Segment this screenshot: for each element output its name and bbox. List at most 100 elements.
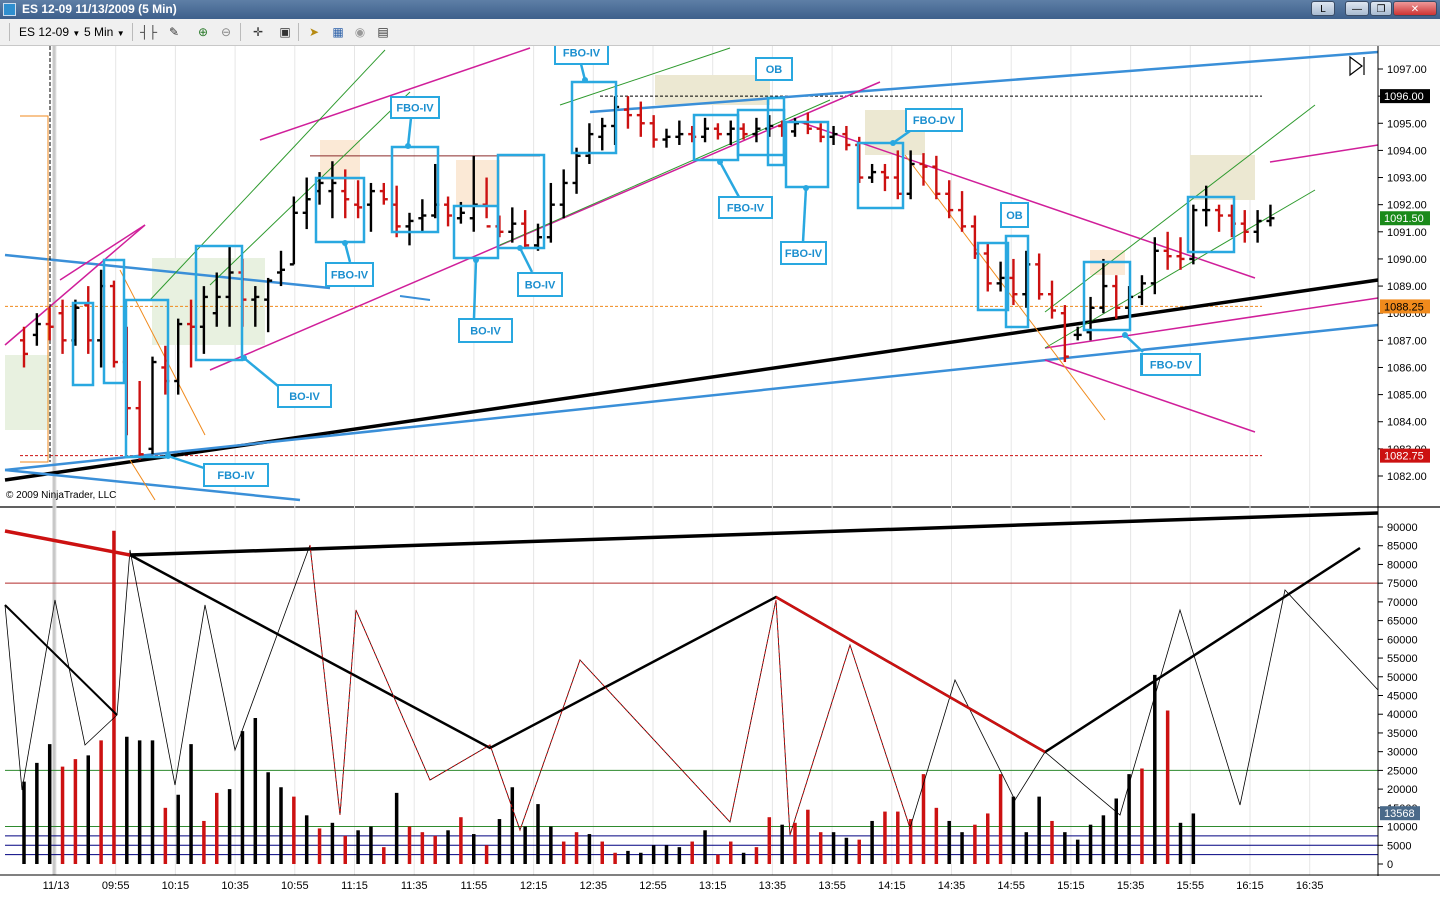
annotation-label-text: FBO-IV	[331, 270, 369, 282]
bar-style-icon[interactable]: ┤├	[140, 25, 158, 39]
toolbar-separator	[298, 23, 299, 41]
y-tick-label: 70000	[1387, 597, 1418, 609]
y-tick-label: 1092.00	[1387, 200, 1427, 212]
session-range-line	[20, 115, 49, 463]
ohlc-bar	[868, 163, 877, 183]
arrow-head	[890, 140, 896, 146]
restore-button[interactable]: ❐	[1370, 1, 1392, 16]
y-tick-label: 80000	[1387, 559, 1418, 571]
ohlc-bar	[251, 286, 260, 327]
minimize-button[interactable]: —	[1345, 1, 1369, 16]
magenta-line-8	[1269, 144, 1379, 163]
arrow-head	[1122, 332, 1128, 338]
annotation-label: OB	[755, 57, 793, 81]
annotation-box	[124, 298, 170, 459]
green-channel-2	[209, 91, 411, 286]
blue-segment	[399, 295, 431, 301]
y-tick-label: 0	[1387, 859, 1393, 871]
ohlc-bar	[45, 307, 54, 341]
app-icon	[3, 3, 16, 16]
annotation-label-text: FBO-IV	[563, 48, 601, 60]
volume-trend-line	[129, 511, 1379, 557]
ohlc-bar	[1163, 231, 1172, 270]
annotation-box	[856, 141, 905, 210]
link-button[interactable]: L	[1311, 1, 1335, 16]
annotation-box	[314, 176, 366, 244]
chart-trader-icon[interactable]: ▦	[332, 25, 344, 39]
properties-icon[interactable]: ▣	[279, 25, 291, 39]
y-tick-label: 20000	[1387, 784, 1418, 796]
y-tick-label: 10000	[1387, 822, 1418, 834]
close-button[interactable]: ✕	[1393, 1, 1437, 16]
instrument-selector[interactable]: ES 12-09 ▼	[19, 24, 80, 40]
ohlc-bar	[1073, 326, 1082, 341]
ohlc-bar	[945, 180, 954, 219]
ohlc-bar	[1099, 258, 1108, 314]
x-tick-label: 15:15	[1057, 880, 1085, 892]
ohlc-bar	[212, 272, 221, 327]
y-tick-label: 25000	[1387, 765, 1418, 777]
zoom-in-icon[interactable]: ⊕	[197, 25, 209, 39]
annotation-boxes: FBO-IV OB FBO-IV FBO-DV OB FBO-IV BO-IV BO-IV FB…	[71, 46, 1365, 487]
annotation-label-box	[755, 57, 793, 81]
annotation-label-text: BO-IV	[525, 280, 556, 292]
magenta-line-5	[799, 121, 1256, 279]
y-tick-label: 35000	[1387, 728, 1418, 740]
arrow-shaft	[892, 129, 911, 145]
ohlc-bar	[148, 356, 157, 455]
ohlc-bar	[932, 155, 941, 200]
ohlc-bar	[534, 223, 542, 251]
ohlc-bar	[803, 112, 812, 135]
ohlc-bar	[1202, 185, 1211, 227]
ohlc-bar	[842, 125, 851, 151]
ohlc-bar	[264, 277, 273, 333]
arrow-head	[165, 453, 171, 459]
y-tick-label: 30000	[1387, 747, 1418, 759]
y-tick-label: 1093.00	[1387, 173, 1427, 185]
ohlc-bar	[1266, 204, 1275, 227]
ohlc-bar	[880, 163, 889, 192]
annotation-arrow	[472, 257, 479, 319]
chart-area[interactable]: FBO-IV OB FBO-IV FBO-DV OB FBO-IV BO-IV BO-IV FB…	[0, 46, 1440, 900]
annotation-box	[766, 96, 786, 167]
price-marker	[1380, 448, 1430, 463]
annotation-label: BO-IV	[277, 384, 332, 408]
green-channel-6	[1044, 104, 1316, 313]
annotation-label-box	[718, 196, 773, 219]
orders-icon[interactable]: ◉	[354, 25, 366, 39]
y-tick-label: 1084.00	[1387, 417, 1427, 429]
crosshair-icon[interactable]: ✛	[252, 25, 264, 39]
y-tick-label: 85000	[1387, 541, 1418, 553]
y-tick-label: 1087.00	[1387, 335, 1427, 347]
period-selector[interactable]: 5 Min ▼	[84, 24, 125, 40]
ohlc-bar	[739, 123, 748, 140]
zigzag-thin-black	[4, 544, 1379, 836]
ohlc-bar	[1137, 275, 1146, 306]
ohlc-bar	[726, 120, 735, 145]
scroll-to-end-icon	[1349, 55, 1365, 77]
pencil-icon[interactable]: ✎	[168, 25, 180, 39]
annotation-label-box	[1141, 353, 1201, 376]
ohlc-bar	[649, 115, 658, 148]
ohlc-bar	[135, 381, 144, 460]
arrow-shaft	[801, 187, 808, 243]
annotation-box	[1082, 260, 1132, 332]
ohlc-bar	[1215, 204, 1224, 232]
x-tick-label: 14:15	[878, 880, 906, 892]
trend-lines	[4, 46, 1379, 502]
ohlc-bar	[791, 117, 799, 137]
ohlc-bar	[32, 313, 41, 346]
annotation-label-text: FBO-IV	[217, 470, 255, 482]
ohlc-bar	[893, 150, 902, 200]
annotation-label: FBO-DV	[905, 108, 963, 132]
annotation-box	[570, 80, 618, 155]
zigzag-red-left	[4, 529, 131, 557]
zoom-out-icon[interactable]: ⊖	[220, 25, 232, 39]
annotation-label-text: FBO-IV	[727, 203, 765, 215]
annotation-box	[71, 301, 95, 387]
data-box-icon[interactable]: ▤	[377, 25, 389, 39]
y-tick-label: 1095.00	[1387, 118, 1427, 130]
strategy-icon[interactable]: ➤	[308, 25, 320, 39]
chart-grid	[0, 46, 1440, 875]
ohlc-bar	[1060, 305, 1069, 363]
